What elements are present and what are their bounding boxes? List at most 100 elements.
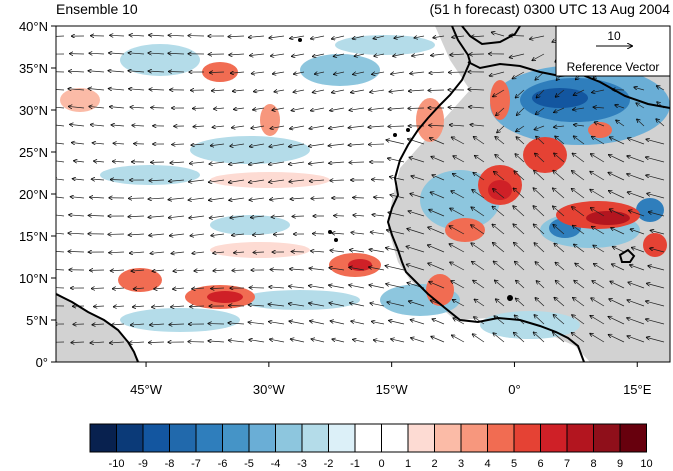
wind-vector — [516, 298, 525, 307]
island-cape-verde — [328, 230, 332, 234]
colorbar-label: 9 — [617, 458, 623, 470]
wind-vector — [590, 316, 605, 325]
wind-vector — [473, 173, 485, 181]
wind-vector — [210, 72, 225, 73]
wind-vector — [270, 125, 285, 129]
wind-vector — [108, 89, 125, 90]
wind-vector — [428, 227, 445, 235]
wind-vector — [309, 125, 325, 129]
wind-vector — [269, 322, 285, 325]
wind-vector — [56, 142, 65, 145]
island-cape-verde — [334, 238, 338, 242]
wind-vector — [647, 283, 665, 289]
wind-vector — [349, 267, 365, 271]
wind-vector — [71, 342, 85, 343]
wind-vector — [493, 333, 505, 343]
wind-vector — [113, 306, 125, 307]
wind-vector — [388, 158, 405, 163]
wind-vector — [612, 264, 625, 271]
wind-vector — [90, 342, 105, 343]
wind-vector — [249, 198, 265, 200]
wind-vector — [609, 155, 625, 163]
wind-vector — [627, 318, 645, 325]
wind-vector — [648, 266, 665, 271]
wind-vector — [515, 261, 525, 271]
wind-vector — [349, 285, 365, 289]
pos-anomaly — [490, 80, 510, 120]
wind-vector — [70, 197, 85, 198]
lat-label: 10°N — [19, 271, 48, 286]
wind-vector — [56, 179, 65, 180]
pos-anomaly — [210, 242, 310, 258]
wind-vector — [212, 90, 225, 91]
wind-vector — [348, 144, 365, 145]
wind-vector — [270, 339, 285, 343]
wind-vector — [429, 125, 445, 126]
wind-vector — [495, 280, 505, 289]
island-azores — [298, 38, 302, 42]
wind-vector — [168, 198, 185, 200]
wind-vector — [489, 71, 505, 76]
wind-vector — [472, 334, 485, 343]
wind-vector — [68, 233, 85, 234]
wind-vector — [453, 174, 465, 181]
pos-anomaly — [588, 122, 612, 138]
wind-vector — [209, 162, 225, 164]
wind-vector — [389, 320, 405, 325]
wind-vector — [471, 243, 485, 253]
colorbar-swatch — [222, 423, 250, 453]
wind-vector — [150, 252, 165, 253]
wind-vector — [131, 324, 145, 325]
pos-anomaly — [426, 274, 454, 306]
wind-vector — [387, 302, 405, 307]
wind-vector — [209, 216, 225, 218]
wind-vector — [234, 108, 245, 109]
wind-vector — [571, 189, 585, 199]
wind-vector — [406, 246, 425, 253]
wind-vector — [386, 248, 405, 253]
wind-vector — [374, 340, 385, 342]
wind-vector — [56, 287, 65, 289]
colorbar-label: -7 — [191, 458, 201, 470]
wind-vector — [271, 54, 285, 56]
wind-vector — [232, 270, 245, 271]
wind-vector — [92, 288, 105, 289]
wind-vector — [369, 108, 385, 110]
wind-vector — [271, 216, 285, 217]
wind-vector — [315, 72, 325, 74]
colorbar-swatch — [116, 423, 144, 453]
wind-vector — [149, 234, 165, 235]
wind-vector — [410, 194, 425, 199]
wind-vector — [329, 162, 345, 163]
wind-vector — [253, 234, 265, 235]
wind-vector — [69, 106, 85, 108]
wind-vector — [332, 89, 345, 93]
wind-vector — [574, 125, 585, 126]
wind-vector — [554, 243, 565, 253]
wind-vector — [309, 143, 325, 146]
wind-vector — [575, 263, 585, 271]
lat-label: 25°N — [19, 145, 48, 160]
lon-label: 30°W — [253, 382, 286, 397]
wind-vector — [111, 179, 125, 180]
neg-anomaly — [190, 136, 310, 164]
wind-vector — [109, 53, 125, 54]
wind-vector — [349, 107, 365, 110]
wind-vector — [471, 207, 485, 217]
wind-vector — [573, 225, 585, 235]
wind-vector — [535, 153, 545, 163]
wind-vector — [109, 252, 125, 253]
wind-vector — [429, 282, 445, 289]
wind-vector — [233, 90, 245, 91]
wind-vector — [591, 208, 605, 217]
wind-vector — [56, 196, 65, 199]
wind-vector — [232, 234, 245, 235]
wind-vector — [269, 161, 285, 165]
wind-vector — [111, 125, 125, 126]
wind-vector — [517, 107, 525, 115]
wind-vector — [152, 270, 165, 271]
coastline-iberia — [461, 26, 521, 46]
wind-vector — [410, 72, 425, 74]
wind-vector — [313, 89, 325, 92]
